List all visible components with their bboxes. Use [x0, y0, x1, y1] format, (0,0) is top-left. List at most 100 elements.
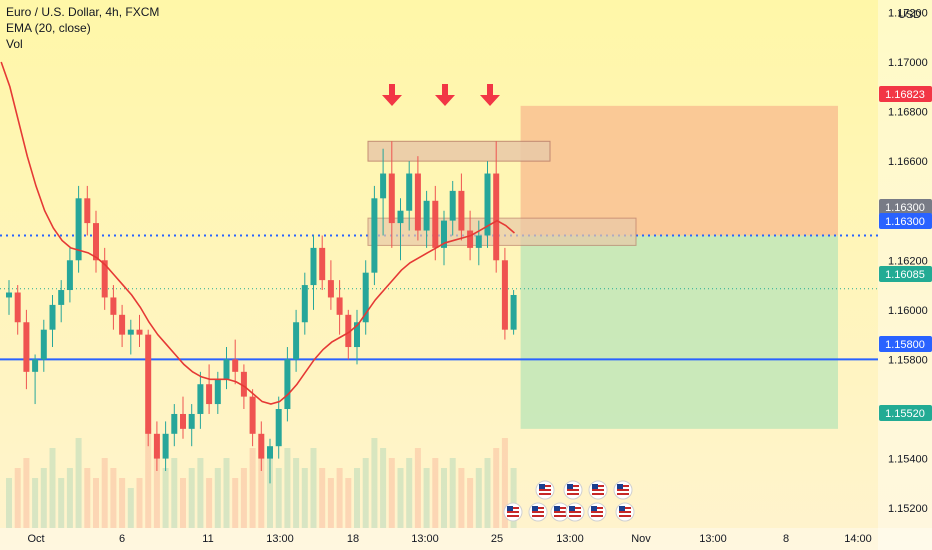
candle-body[interactable]: [406, 173, 413, 211]
event-flag-icon[interactable]: [565, 502, 585, 522]
candle-body[interactable]: [14, 292, 21, 323]
candle-body[interactable]: [493, 173, 500, 261]
candle-body[interactable]: [362, 272, 369, 323]
down-arrow-2: [435, 84, 455, 106]
volume-bar: [275, 468, 282, 528]
price-tag[interactable]: 1.15520: [879, 405, 932, 421]
candle-body[interactable]: [371, 198, 378, 273]
candle-body[interactable]: [414, 173, 421, 231]
price-tag[interactable]: 1.16823: [879, 86, 932, 102]
event-canton: [591, 506, 597, 511]
candle-body[interactable]: [284, 359, 291, 410]
candle-body[interactable]: [66, 260, 73, 291]
volume-bar: [110, 468, 117, 528]
candle-body[interactable]: [188, 413, 195, 429]
candle-body[interactable]: [501, 260, 508, 330]
candle-body[interactable]: [101, 260, 108, 298]
candle-body[interactable]: [432, 200, 439, 248]
candle-body[interactable]: [240, 371, 247, 397]
candle-body[interactable]: [6, 292, 12, 298]
candle-body[interactable]: [336, 297, 343, 315]
volume-bar: [441, 468, 447, 528]
candle-body[interactable]: [214, 379, 221, 405]
candle-body[interactable]: [232, 359, 239, 372]
candle-body[interactable]: [223, 359, 230, 380]
candle-body[interactable]: [206, 384, 213, 405]
candle-body[interactable]: [145, 334, 152, 434]
candle-body[interactable]: [58, 290, 65, 305]
event-flag-icon[interactable]: [535, 480, 555, 500]
candle-body[interactable]: [293, 322, 300, 360]
event-flag-icon[interactable]: [588, 480, 608, 500]
candle-body[interactable]: [310, 247, 317, 286]
volume-bar: [354, 468, 360, 528]
candle-body[interactable]: [458, 190, 465, 231]
candle-body[interactable]: [162, 433, 169, 459]
price-tag[interactable]: 1.16300: [879, 199, 932, 215]
event-stripe: [569, 515, 581, 517]
candle-body[interactable]: [467, 230, 474, 248]
candle-body[interactable]: [84, 198, 91, 224]
candle-body[interactable]: [380, 173, 387, 199]
candle-body[interactable]: [301, 285, 308, 323]
candle-body[interactable]: [441, 220, 447, 248]
price-tag[interactable]: 1.15800: [879, 336, 932, 352]
price-tag[interactable]: 1.16300: [879, 213, 932, 229]
price-tag-box: [879, 266, 932, 282]
candle-body[interactable]: [180, 413, 186, 429]
candle-body[interactable]: [510, 294, 517, 330]
price-tag[interactable]: 1.16085: [879, 266, 932, 282]
event-flag-icon[interactable]: [563, 480, 583, 500]
volume-bar: [162, 468, 169, 528]
candle-body[interactable]: [267, 446, 273, 459]
candle-body[interactable]: [319, 247, 326, 281]
event-flag-icon[interactable]: [613, 480, 633, 500]
event-flag-icon[interactable]: [587, 502, 607, 522]
candle-body[interactable]: [32, 359, 39, 372]
candle-body[interactable]: [275, 409, 282, 447]
candle-body[interactable]: [423, 200, 430, 231]
volume-legend[interactable]: Vol: [6, 37, 23, 51]
volume-bar: [336, 468, 343, 528]
candle-body[interactable]: [93, 223, 99, 261]
ema-legend[interactable]: EMA (20, close): [6, 21, 91, 35]
candle-body[interactable]: [354, 322, 360, 348]
event-flag-icon[interactable]: [550, 502, 570, 522]
candle-body[interactable]: [449, 190, 456, 221]
candle-body[interactable]: [258, 433, 265, 459]
candle-body[interactable]: [345, 314, 352, 348]
candle-body[interactable]: [475, 235, 482, 248]
candle-body[interactable]: [136, 329, 143, 335]
candle-body[interactable]: [249, 396, 256, 434]
candle-body[interactable]: [110, 297, 117, 315]
candle-body[interactable]: [23, 322, 30, 372]
candle-body[interactable]: [388, 173, 395, 224]
ema-line[interactable]: [0, 61, 515, 405]
event-canton: [539, 484, 545, 489]
volume-bar: [153, 448, 160, 528]
candle-body[interactable]: [153, 433, 160, 459]
event-flag-icon[interactable]: [615, 502, 635, 522]
candle-body[interactable]: [397, 210, 404, 224]
support-zone[interactable]: [367, 217, 637, 246]
resistance-zone[interactable]: [367, 140, 551, 162]
event-flag-icon[interactable]: [503, 502, 523, 522]
volume-bar: [249, 448, 256, 528]
candle-body[interactable]: [127, 329, 134, 335]
candle-body[interactable]: [171, 413, 178, 434]
event-flag-icon[interactable]: [528, 502, 548, 522]
candle-body[interactable]: [327, 280, 334, 298]
candle-body[interactable]: [197, 384, 204, 414]
candle-body[interactable]: [119, 314, 126, 335]
volume-bar: [240, 468, 247, 528]
candle-body[interactable]: [75, 198, 82, 261]
volume-bar: [493, 448, 500, 528]
symbol-title[interactable]: Euro / U.S. Dollar, 4h, FXCM: [6, 5, 160, 19]
stop-loss-zone[interactable]: [520, 105, 838, 236]
candle-body[interactable]: [484, 173, 491, 236]
candle-body[interactable]: [49, 304, 56, 330]
candle-body[interactable]: [40, 329, 47, 360]
take-profit-zone[interactable]: [520, 235, 838, 429]
